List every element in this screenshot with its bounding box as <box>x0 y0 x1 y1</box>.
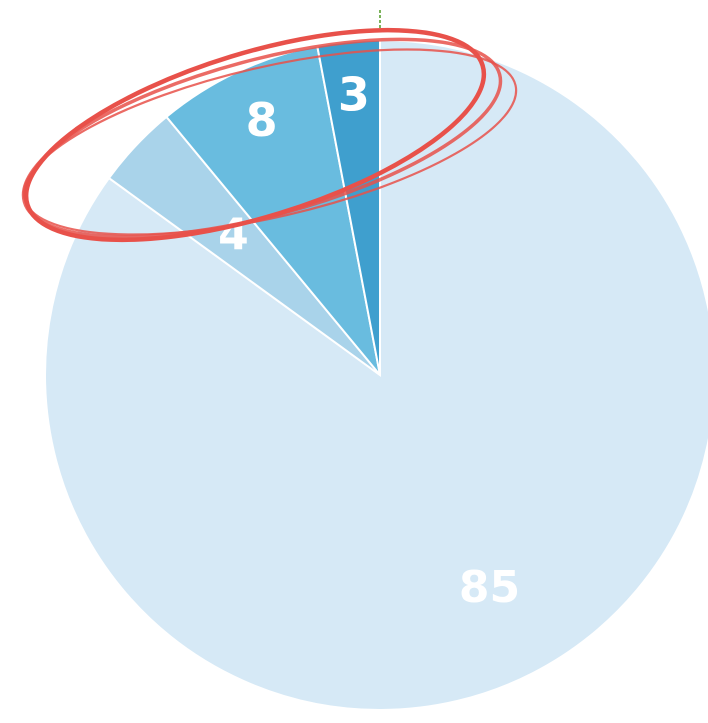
annotation-stroke <box>22 48 518 236</box>
pie-label-85: 85 <box>459 562 520 613</box>
pie-labels: 85 4 8 3 <box>218 68 520 613</box>
pie-slice-85 <box>44 38 708 711</box>
pie-slices <box>44 38 708 711</box>
pie-label-8: 8 <box>246 93 278 147</box>
pie-label-4: 4 <box>218 209 249 260</box>
annotation-ellipse <box>21 27 518 243</box>
pie-label-3: 3 <box>338 68 370 122</box>
